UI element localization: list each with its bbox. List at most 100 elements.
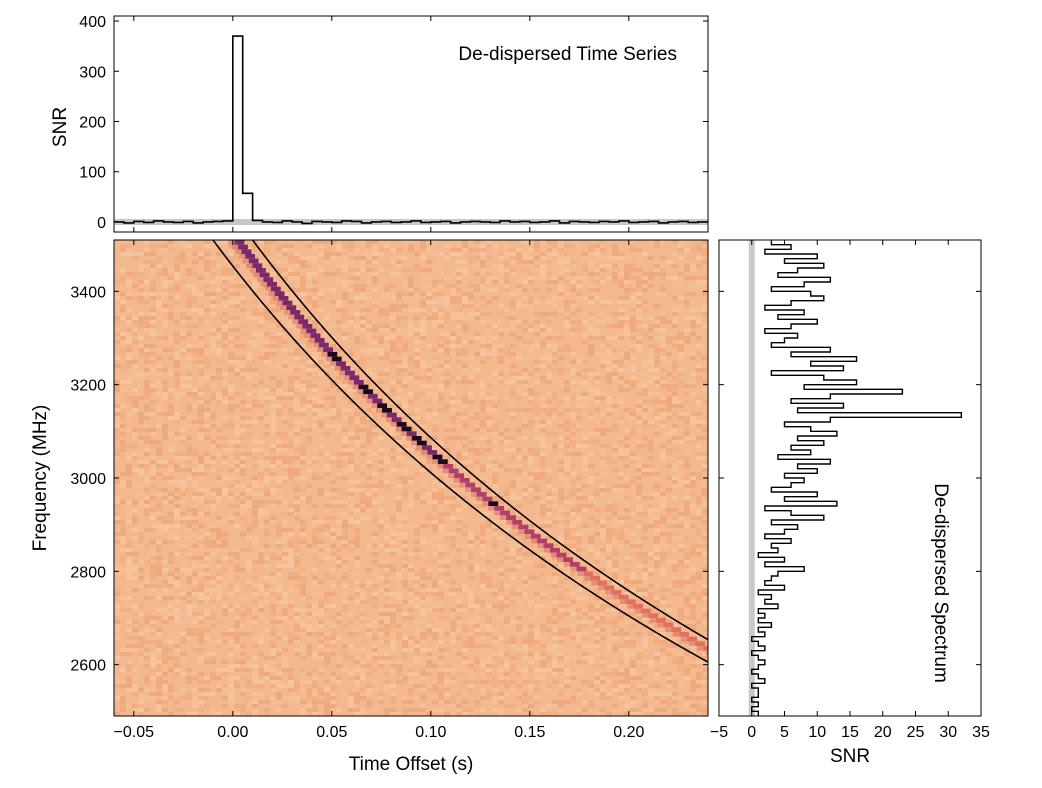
waterfall-noise-cell [600, 352, 606, 356]
waterfall-noise-cell [234, 464, 240, 468]
waterfall-noise-cell [426, 600, 432, 604]
waterfall-noise-cell [402, 552, 408, 556]
waterfall-noise-cell [186, 448, 192, 452]
waterfall-noise-cell [312, 516, 318, 520]
waterfall-noise-cell [156, 424, 162, 428]
waterfall-noise-cell [390, 576, 396, 580]
waterfall-noise-cell [600, 244, 606, 248]
waterfall-noise-cell [114, 356, 120, 360]
waterfall-noise-cell [156, 264, 162, 268]
waterfall-noise-cell [534, 408, 540, 412]
waterfall-noise-cell [186, 580, 192, 584]
waterfall-noise-cell [570, 480, 576, 484]
waterfall-noise-cell [606, 336, 612, 340]
waterfall-noise-cell [534, 372, 540, 376]
waterfall-noise-cell [564, 324, 570, 328]
waterfall-noise-cell [444, 352, 450, 356]
waterfall-noise-cell [156, 512, 162, 516]
waterfall-noise-cell [132, 484, 138, 488]
waterfall-noise-cell [522, 476, 528, 480]
waterfall-noise-cell [324, 572, 330, 576]
waterfall-noise-cell [456, 452, 462, 456]
waterfall-noise-cell [396, 496, 402, 500]
waterfall-noise-cell [270, 464, 276, 468]
waterfall-noise-cell [384, 480, 390, 484]
waterfall-noise-cell [360, 348, 366, 352]
waterfall-noise-cell [702, 312, 708, 316]
waterfall-noise-cell [198, 512, 204, 516]
waterfall-noise-cell [522, 448, 528, 452]
waterfall-noise-cell [516, 476, 522, 480]
waterfall-noise-cell [582, 252, 588, 256]
waterfall-noise-cell [162, 308, 168, 312]
waterfall-noise-cell [522, 340, 528, 344]
waterfall-noise-cell [420, 496, 426, 500]
waterfall-noise-cell [450, 400, 456, 404]
waterfall-noise-cell [426, 284, 432, 288]
waterfall-noise-cell [192, 592, 198, 596]
waterfall-noise-cell [666, 584, 672, 588]
waterfall-noise-cell [276, 496, 282, 500]
waterfall-noise-cell [438, 400, 444, 404]
waterfall-noise-cell [570, 260, 576, 264]
waterfall-noise-cell [660, 284, 666, 288]
waterfall-noise-cell [426, 260, 432, 264]
waterfall-noise-cell [210, 312, 216, 316]
waterfall-noise-cell [660, 356, 666, 360]
waterfall-noise-cell [684, 400, 690, 404]
waterfall-noise-cell [672, 568, 678, 572]
waterfall-noise-cell [132, 432, 138, 436]
waterfall-noise-cell [174, 404, 180, 408]
waterfall-noise-cell [654, 316, 660, 320]
waterfall-noise-cell [642, 324, 648, 328]
waterfall-noise-cell [654, 360, 660, 364]
waterfall-noise-cell [396, 584, 402, 588]
waterfall-noise-cell [480, 384, 486, 388]
waterfall-noise-cell [684, 268, 690, 272]
waterfall-noise-cell [312, 416, 318, 420]
waterfall-noise-cell [132, 364, 138, 368]
waterfall-noise-cell [234, 424, 240, 428]
waterfall-noise-cell [198, 428, 204, 432]
waterfall-noise-cell [684, 412, 690, 416]
waterfall-noise-cell [660, 412, 666, 416]
waterfall-noise-cell [216, 288, 222, 292]
waterfall-noise-cell [408, 480, 414, 484]
waterfall-noise-cell [672, 496, 678, 500]
waterfall-noise-cell [486, 588, 492, 592]
waterfall-noise-cell [408, 460, 414, 464]
waterfall-noise-cell [480, 380, 486, 384]
waterfall-noise-cell [294, 500, 300, 504]
waterfall-noise-cell [306, 364, 312, 368]
waterfall-noise-cell [306, 496, 312, 500]
waterfall-noise-cell [120, 480, 126, 484]
waterfall-noise-cell [654, 384, 660, 388]
waterfall-noise-cell [636, 268, 642, 272]
waterfall-noise-cell [690, 568, 696, 572]
waterfall-noise-cell [414, 296, 420, 300]
waterfall-noise-cell [702, 308, 708, 312]
waterfall-noise-cell [342, 240, 348, 244]
waterfall-noise-cell [396, 512, 402, 516]
waterfall-noise-cell [300, 596, 306, 600]
waterfall-noise-cell [174, 432, 180, 436]
waterfall-noise-cell [438, 308, 444, 312]
waterfall-noise-cell [450, 540, 456, 544]
waterfall-noise-cell [198, 256, 204, 260]
waterfall-noise-cell [444, 436, 450, 440]
waterfall-noise-cell [198, 492, 204, 496]
waterfall-noise-cell [222, 460, 228, 464]
waterfall-noise-cell [648, 444, 654, 448]
waterfall-noise-cell [510, 440, 516, 444]
waterfall-noise-cell [384, 592, 390, 596]
waterfall-noise-cell [630, 308, 636, 312]
waterfall-noise-cell [438, 556, 444, 560]
waterfall-noise-cell [462, 304, 468, 308]
waterfall-noise-cell [612, 484, 618, 488]
waterfall-noise-cell [678, 580, 684, 584]
waterfall-noise-cell [294, 264, 300, 268]
waterfall-noise-cell [270, 348, 276, 352]
waterfall-noise-cell [204, 372, 210, 376]
waterfall-noise-cell [300, 284, 306, 288]
waterfall-noise-cell [228, 456, 234, 460]
